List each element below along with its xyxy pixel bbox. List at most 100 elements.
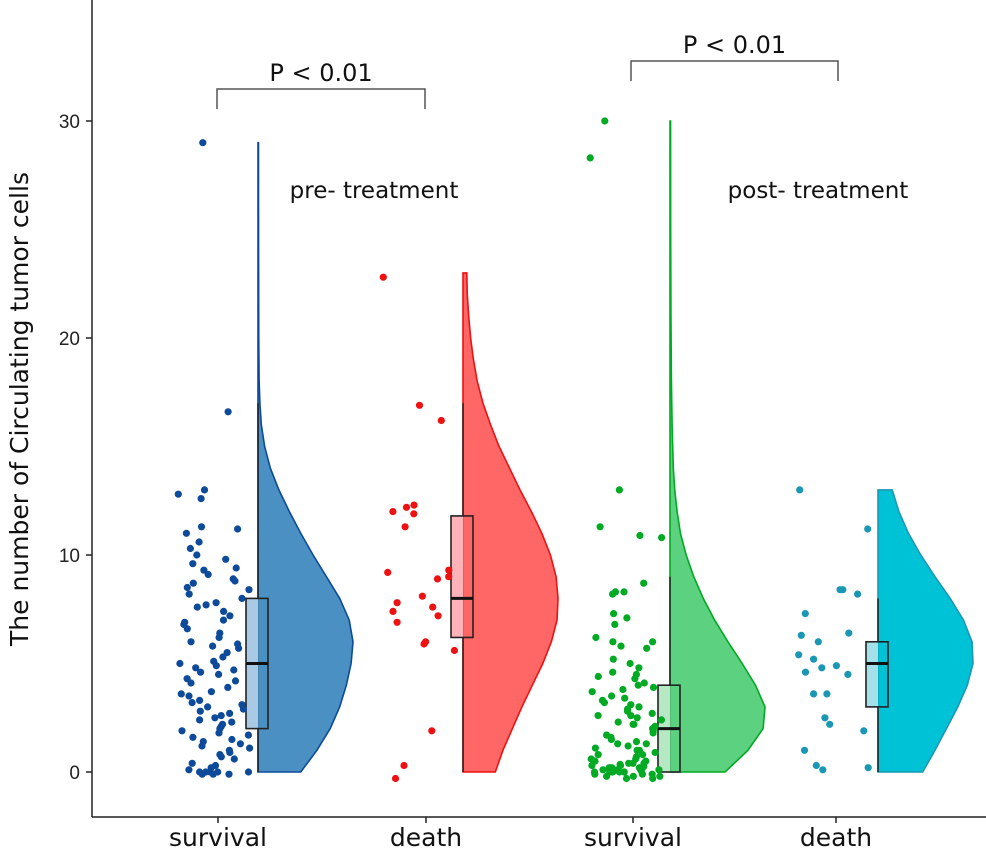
data-point <box>592 633 600 642</box>
data-point <box>629 772 637 780</box>
data-point <box>814 638 822 646</box>
data-point <box>192 664 200 672</box>
data-point <box>601 117 609 125</box>
data-point <box>821 714 829 722</box>
data-point <box>623 614 631 622</box>
data-point <box>219 653 227 661</box>
data-point <box>185 692 193 700</box>
data-point <box>202 601 210 609</box>
box-left-fill <box>866 641 878 707</box>
data-point <box>177 690 185 698</box>
data-point <box>224 683 232 692</box>
data-point <box>199 139 207 147</box>
data-point <box>185 590 193 598</box>
data-point <box>844 670 852 679</box>
data-point <box>626 659 634 668</box>
data-point <box>189 579 197 587</box>
data-point <box>810 655 818 663</box>
data-point <box>643 644 651 652</box>
data-point <box>204 703 212 711</box>
data-point <box>215 729 223 737</box>
data-point <box>410 501 418 509</box>
data-point <box>209 770 217 778</box>
data-point <box>200 486 209 494</box>
data-point <box>839 586 847 594</box>
data-point <box>594 751 602 759</box>
data-point <box>401 523 409 531</box>
data-point <box>379 273 387 281</box>
data-point <box>188 699 196 707</box>
data-point <box>197 668 205 676</box>
data-point <box>391 774 400 783</box>
treatment-label: post- treatment <box>728 178 909 204</box>
data-point <box>624 742 632 750</box>
data-point <box>823 690 831 698</box>
data-point <box>633 746 641 754</box>
data-point <box>238 594 246 603</box>
data-point <box>418 592 426 600</box>
data-point <box>225 770 233 778</box>
data-point <box>649 729 657 737</box>
data-point <box>600 699 609 707</box>
data-point <box>226 748 234 757</box>
significance-bracket <box>630 60 839 81</box>
data-point <box>810 690 818 698</box>
data-point <box>230 666 238 674</box>
data-point <box>603 772 611 780</box>
annotations: pre- treatment post- treatment <box>290 178 909 204</box>
data-point <box>182 529 190 537</box>
data-point <box>420 640 428 648</box>
group-0 <box>174 139 354 778</box>
data-point <box>615 768 624 776</box>
data-point <box>224 408 232 416</box>
data-point <box>389 508 397 516</box>
group-2 <box>586 117 766 783</box>
comparisons: P < 0.01 P < 0.01 <box>216 31 839 109</box>
data-point <box>609 668 617 676</box>
data-point <box>244 731 252 739</box>
x-tick-label: survival <box>584 823 682 852</box>
data-point <box>609 655 617 663</box>
data-point <box>176 659 184 668</box>
violin <box>462 272 559 773</box>
data-point <box>629 720 637 728</box>
data-point <box>639 751 647 759</box>
data-point <box>629 759 637 767</box>
data-point <box>608 692 616 700</box>
x-tick-label: death <box>800 823 872 852</box>
data-point <box>389 607 397 616</box>
data-point <box>185 766 193 774</box>
data-point <box>609 590 617 598</box>
data-point <box>434 612 442 620</box>
data-point <box>228 718 236 726</box>
data-point <box>415 401 424 409</box>
data-point <box>195 538 203 546</box>
x-tick-label: survival <box>169 823 267 852</box>
data-point <box>590 768 599 776</box>
data-point <box>588 688 596 696</box>
data-point <box>174 490 182 498</box>
data-point <box>620 588 628 596</box>
y-tick-label: 10 <box>59 546 80 567</box>
data-point <box>832 662 841 670</box>
data-point <box>619 685 627 694</box>
data-point <box>222 555 230 563</box>
data-point <box>187 638 195 646</box>
data-point <box>599 766 607 774</box>
data-point <box>230 755 238 763</box>
data-point <box>429 603 437 611</box>
y-tick-label: 0 <box>69 763 80 784</box>
violin <box>669 120 766 773</box>
data-point <box>384 568 392 577</box>
data-point <box>812 761 820 770</box>
group-1 <box>379 272 559 783</box>
data-point <box>627 701 635 709</box>
data-point <box>633 714 641 722</box>
data-point <box>845 629 853 637</box>
box-right-fill <box>463 515 474 638</box>
violin <box>257 141 354 773</box>
data-point <box>235 644 243 652</box>
data-point <box>200 566 208 574</box>
data-point <box>864 764 872 772</box>
data-point <box>796 486 804 494</box>
